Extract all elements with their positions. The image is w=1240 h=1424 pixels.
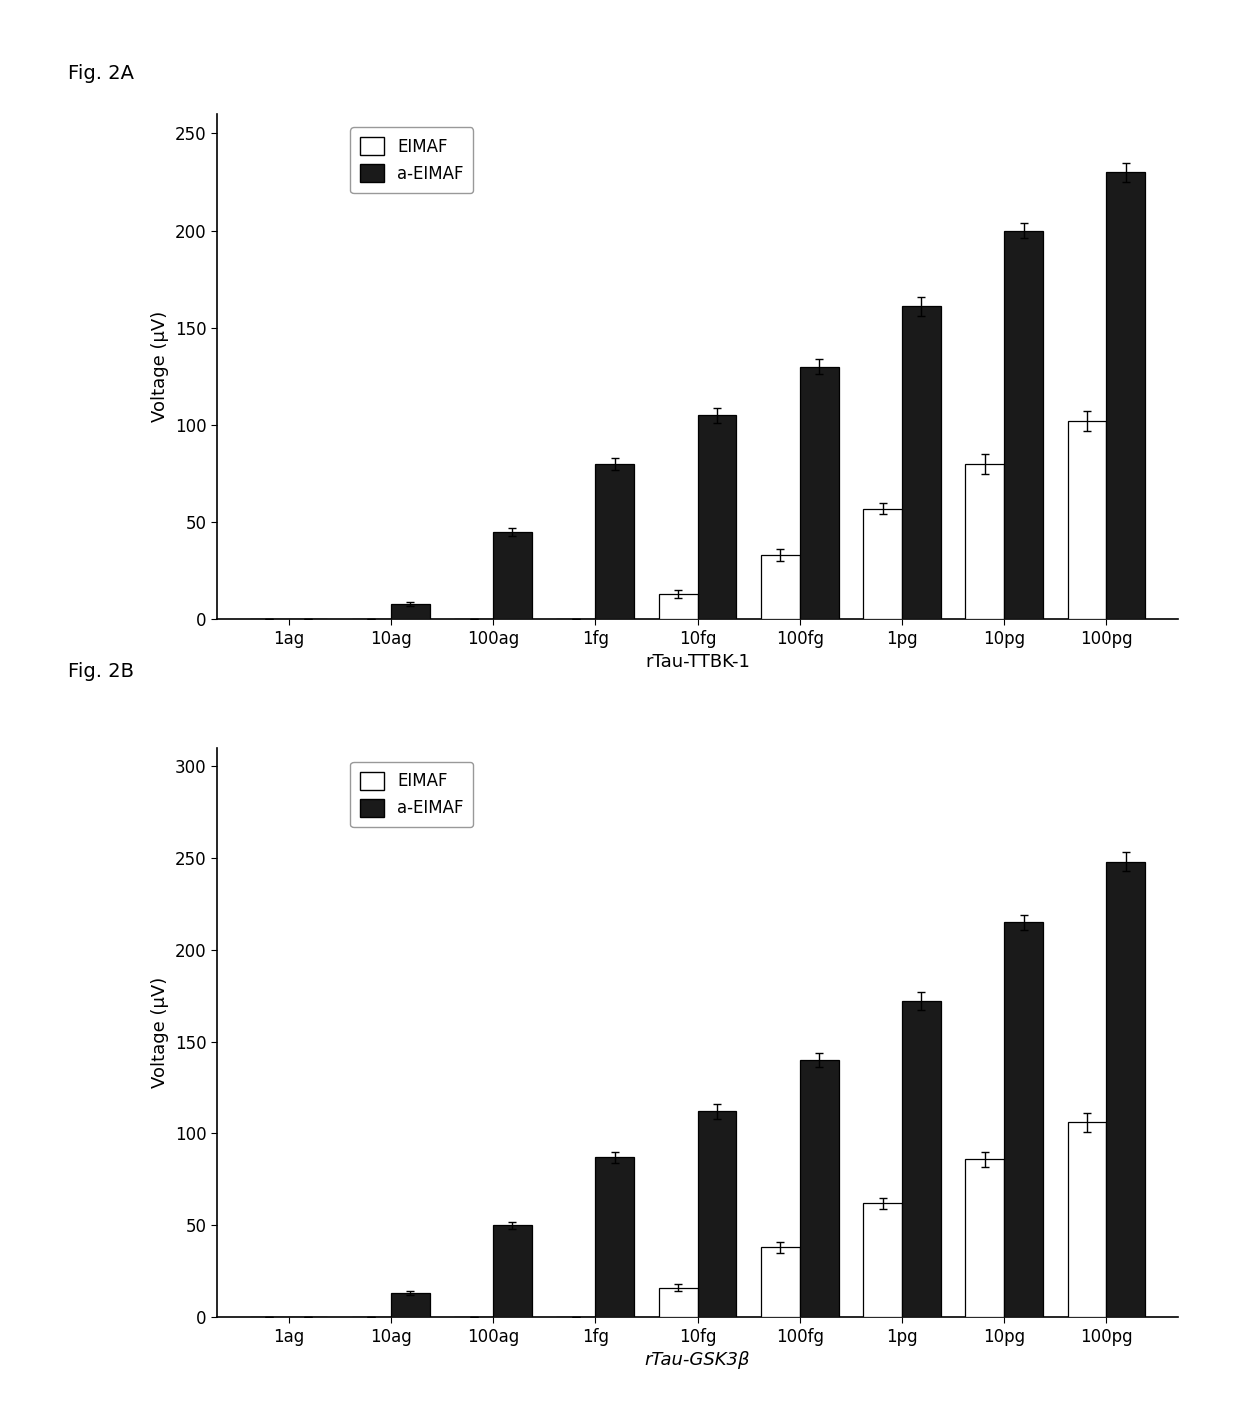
Bar	[494, 533, 532, 619]
Bar	[595, 464, 634, 619]
Bar	[391, 604, 429, 619]
Bar	[658, 1287, 697, 1317]
Y-axis label: Voltage (μV): Voltage (μV)	[151, 310, 170, 423]
Bar	[1106, 172, 1146, 619]
Bar	[901, 306, 941, 619]
Bar	[697, 1111, 737, 1317]
Bar	[391, 1293, 429, 1317]
Legend: EIMAF, a-EIMAF: EIMAF, a-EIMAF	[350, 762, 474, 827]
Y-axis label: Voltage (μV): Voltage (μV)	[151, 977, 170, 1088]
Text: Fig. 2A: Fig. 2A	[68, 64, 134, 83]
Bar	[800, 1059, 838, 1317]
Bar	[863, 508, 901, 619]
X-axis label: rTau-TTBK-1: rTau-TTBK-1	[645, 654, 750, 671]
Bar	[901, 1001, 941, 1317]
Bar	[966, 1159, 1004, 1317]
Bar	[494, 1225, 532, 1317]
Bar	[1106, 862, 1146, 1317]
Bar	[595, 1158, 634, 1317]
Bar	[1004, 231, 1043, 619]
Legend: EIMAF, a-EIMAF: EIMAF, a-EIMAF	[350, 127, 474, 194]
Bar	[658, 594, 697, 619]
Bar	[1068, 422, 1106, 619]
Bar	[1068, 1122, 1106, 1317]
Bar	[863, 1203, 901, 1317]
Bar	[966, 464, 1004, 619]
Bar	[1004, 923, 1043, 1317]
Bar	[800, 367, 838, 619]
Bar	[761, 1247, 800, 1317]
Text: Fig. 2B: Fig. 2B	[68, 662, 134, 681]
X-axis label: rTau-GSK3β: rTau-GSK3β	[645, 1351, 750, 1368]
Bar	[697, 416, 737, 619]
Bar	[761, 555, 800, 619]
